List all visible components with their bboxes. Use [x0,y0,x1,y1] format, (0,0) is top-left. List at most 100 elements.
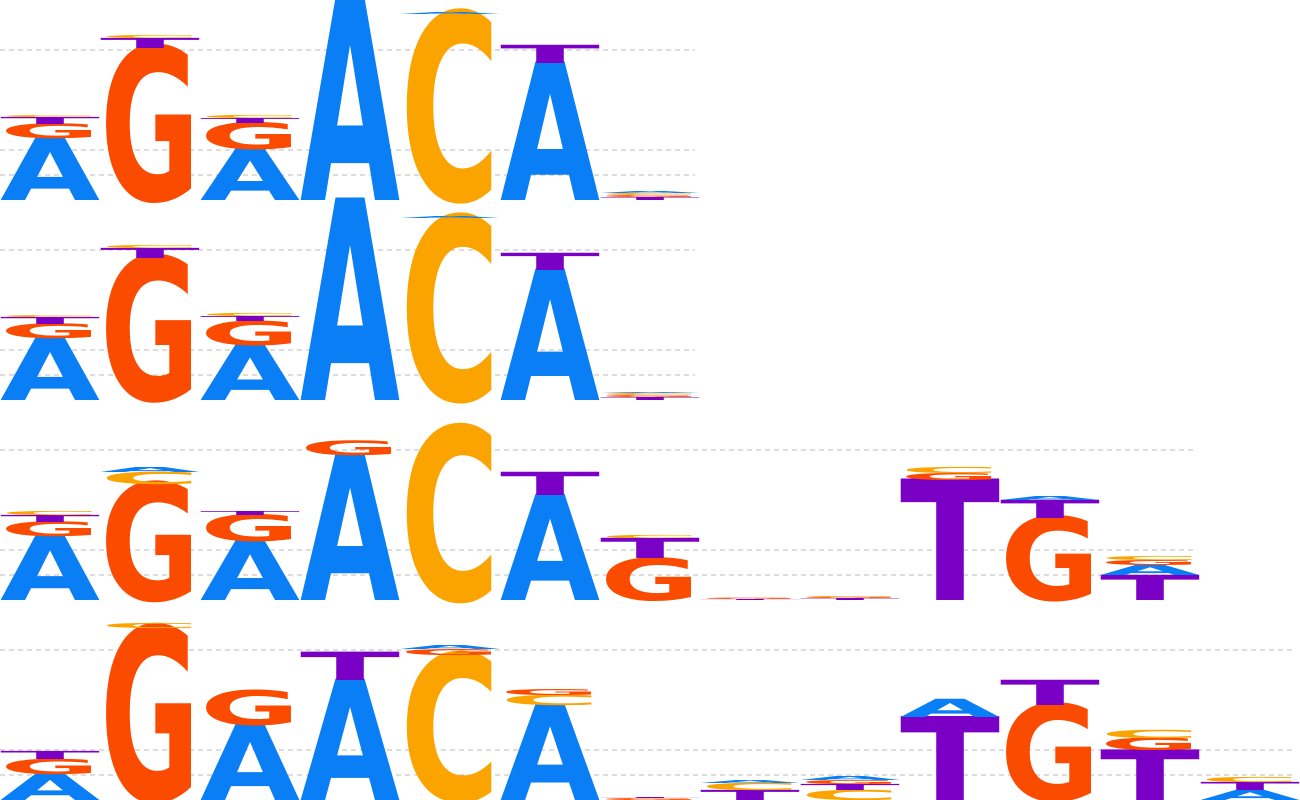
logo-letter-A: A [1000,495,1100,502]
logo-letter-C: C [1100,555,1200,561]
logo-letter-C: C [0,314,100,317]
logo-letter-T: T [500,40,600,69]
logo-letter-G: G [600,546,700,614]
logo-letter-T: T [0,513,100,524]
logo-letter-A: A [200,134,300,217]
logo-letter-G: G [0,320,100,343]
logo-letter-T: T [900,446,1000,640]
logo-letter-C: C [100,622,200,630]
logo-letter-T: T [1100,568,1200,608]
logo-letter-A: A [1100,562,1200,578]
logo-letter-C: C [400,166,500,460]
logo-letter-G: G [600,194,700,197]
logo-letter-T: T [1200,780,1300,793]
logo-letter-T: T [600,396,700,401]
logo-letter-G: G [1100,734,1200,754]
logo-letter-A: A [400,644,500,651]
logo-letter-C: C [400,378,500,657]
logo-letter-T: T [100,245,200,261]
logo-letter-A: A [300,647,400,800]
logo-letter-A: A [400,215,500,218]
logo-letter-C: C [0,114,100,117]
logo-letter-C: C [700,781,800,792]
logo-letter-A: A [400,11,500,14]
logo-letter-A: A [200,329,300,418]
logo-letter-A: A [300,0,400,267]
logo-letter-A: A [800,775,900,782]
logo-letter-T: T [700,787,800,800]
logo-letter-G: G [800,779,900,785]
logo-letter-C: C [900,465,1000,475]
logo-letter-T: T [900,694,1000,800]
logo-letter-T: T [200,315,300,323]
logo-letter-T: T [200,117,300,125]
logo-letter-G: G [0,518,100,541]
logo-letter-G: G [600,797,700,800]
logo-letter-T: T [200,510,300,516]
logo-letter-G: G [500,687,600,697]
logo-letter-T: T [100,35,200,51]
logo-letter-G: G [900,471,1000,482]
logo-letter-C: C [800,596,900,598]
logo-letter-T: T [500,466,600,503]
logo-letter-G: G [1100,559,1200,567]
logo-letter-G: G [0,120,100,143]
logo-letter-T: T [0,749,100,762]
logo-letter-T: T [0,115,100,126]
logo-letter-G: G [200,508,300,550]
logo-letter-A: A [500,24,600,245]
logo-letter-T: T [1000,495,1100,524]
logo-letter-C: C [100,244,200,249]
logo-letter-T: T [600,532,700,564]
logo-letter-C: C [500,692,600,708]
logo-letter-C: C [400,613,500,800]
logo-letter-T: T [1100,736,1200,800]
logo-letter-G: G [1000,677,1100,800]
logo-letter-C: C [0,510,100,516]
logo-letter-G: G [0,755,100,779]
logo-letter-T: T [600,196,700,201]
logo-letter-A: A [600,392,700,394]
logo-letter-A: A [1200,787,1300,800]
logo-letter-G: G [100,217,200,447]
logo-letter-T: T [500,248,601,275]
logo-letter-T: T [300,644,400,689]
logo-letter-C: C [600,534,700,539]
logo-letter-G: G [600,394,700,397]
logo-letter-G: G [400,647,500,657]
logo-letter-G: G [100,450,200,638]
logo-letter-C: C [200,312,300,317]
logo-letter-T: T [600,797,700,799]
logo-letter-G: G [800,597,900,599]
logo-letter-A: A [500,678,600,800]
logo-letter-C: C [800,787,900,800]
logo-letter-A: A [300,413,400,647]
logo-letter-A: A [500,233,600,443]
logo-letter-C: C [600,392,700,395]
logo-letter-C: C [1100,728,1200,741]
logo-letter-A: A [300,144,400,467]
logo-letter-G: G [700,598,800,600]
logo-letter-C: C [600,192,700,195]
logo-letter-G: G [200,116,300,158]
logo-letter-T: T [0,315,100,326]
logo-letter-A: A [200,524,300,619]
logo-letter-A: A [0,518,100,621]
logo-letter-T: T [700,599,800,601]
logo-letter-T: T [800,782,900,792]
logo-letter-G: G [100,578,200,800]
logo-letter-C: C [200,114,300,119]
logo-letter-T: T [1000,673,1100,713]
logo-letter-C: C [1200,776,1300,784]
logo-letter-G: G [200,314,300,353]
logo-letter-A: A [900,694,1000,723]
logo-letter-C: C [400,0,500,261]
logo-letter-A: A [0,767,100,800]
logo-letter-A: A [200,703,300,800]
logo-letter-A: A [0,320,100,420]
